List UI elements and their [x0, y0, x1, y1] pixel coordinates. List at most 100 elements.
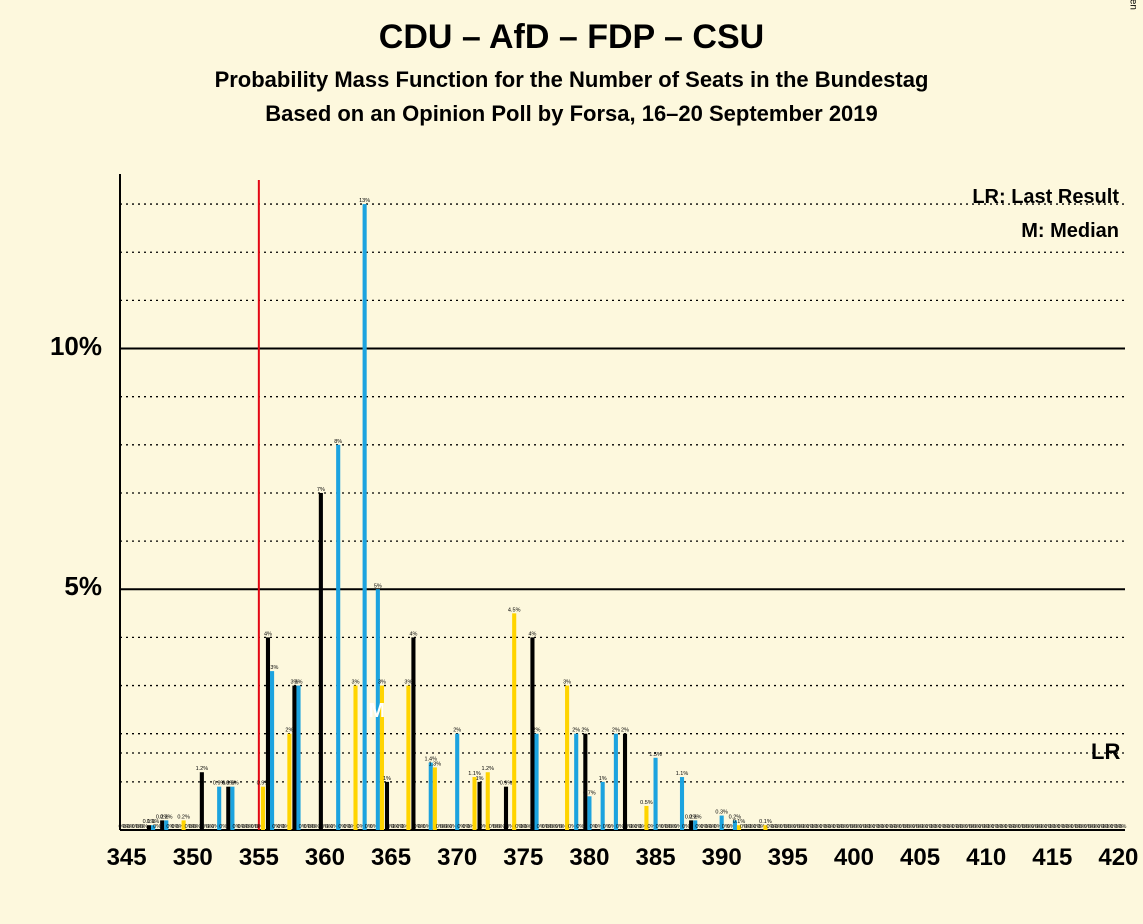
bar-value-label: 2%: [533, 728, 541, 734]
bar-blue: [574, 734, 578, 830]
bar-black: [160, 820, 164, 830]
bar-blue: [336, 445, 340, 830]
bar-black: [200, 772, 204, 830]
bar-value-label: 3%: [404, 680, 412, 686]
bar-black: [385, 782, 389, 830]
bar-value-label: 7%: [317, 487, 325, 493]
bar-value-label: 2%: [285, 728, 293, 734]
bar-value-label: 3.3%: [266, 665, 279, 671]
bar-value-label: 3%: [295, 680, 303, 686]
bar-value-label: 0%: [312, 824, 320, 830]
bar-value-label: 2%: [572, 728, 580, 734]
bar-black: [292, 686, 296, 830]
bar-yellow: [486, 772, 490, 830]
bar-value-label: 0.9%: [226, 781, 239, 787]
bar-blue: [296, 686, 300, 830]
y-tick-label: 10%: [0, 331, 102, 362]
x-tick-label: 390: [702, 844, 742, 872]
bar-value-label: 0%: [576, 824, 584, 830]
bar-value-label: 0.2%: [160, 814, 173, 820]
x-tick-label: 395: [768, 844, 808, 872]
bar-black: [319, 493, 323, 830]
bar-value-label: 4%: [409, 631, 417, 637]
bar-black: [411, 637, 415, 830]
x-tick-label: 365: [371, 844, 411, 872]
x-tick-label: 370: [437, 844, 477, 872]
bar-value-label: 1.1%: [676, 771, 689, 777]
x-tick-label: 355: [239, 844, 279, 872]
bar-yellow: [433, 767, 437, 830]
bar-value-label: 0.2%: [689, 814, 702, 820]
bar-yellow: [406, 686, 410, 830]
bar-value-label: 1%: [476, 776, 484, 782]
bar-value-label: 0.5%: [640, 800, 653, 806]
x-tick-label: 360: [305, 844, 345, 872]
x-tick-label: 420: [1098, 844, 1138, 872]
bar-value-label: 4%: [528, 631, 536, 637]
bar-blue: [601, 782, 605, 830]
bar-blue: [455, 734, 459, 830]
bar-value-label: 1.3%: [429, 761, 442, 767]
bar-value-label: 2%: [621, 728, 629, 734]
x-tick-label: 410: [966, 844, 1006, 872]
bar-value-label: 0.7%: [583, 790, 596, 796]
x-tick-label: 405: [900, 844, 940, 872]
bar-black: [147, 825, 151, 830]
bar-value-label: 1%: [599, 776, 607, 782]
bar-blue: [363, 204, 367, 830]
bar-value-label: 2%: [612, 728, 620, 734]
bar-value-label: 3%: [378, 680, 386, 686]
bar-value-label: 3%: [563, 680, 571, 686]
bar-value-label: 0%: [1119, 824, 1127, 830]
bar-value-label: 0%: [219, 824, 227, 830]
x-tick-label: 380: [569, 844, 609, 872]
bar-value-label: 1.2%: [196, 766, 209, 772]
median-marker: M: [369, 700, 386, 722]
bar-black: [623, 734, 627, 830]
bar-yellow: [512, 613, 516, 830]
bar-value-label: 0.9%: [500, 781, 513, 787]
bar-value-label: 0.2%: [177, 814, 190, 820]
chart-svg: 0%0%0%0%0%0%0.1%0.1%0%0.2%0.2%0%0%0%0.2%…: [0, 0, 1143, 924]
legend-median: M: Median: [0, 220, 1119, 243]
bar-blue: [680, 777, 684, 830]
bar-value-label: 1%: [383, 776, 391, 782]
bar-value-label: 0%: [153, 824, 161, 830]
bar-value-label: 3%: [352, 680, 360, 686]
bar-black: [583, 734, 587, 830]
bar-value-label: 0%: [682, 824, 690, 830]
bar-value-label: 2%: [581, 728, 589, 734]
bar-yellow: [261, 787, 265, 830]
bar-value-label: 1.2%: [481, 766, 494, 772]
bar-blue: [429, 763, 433, 830]
bar-blue: [614, 734, 618, 830]
bar-yellow: [287, 734, 291, 830]
bar-value-label: 4.5%: [508, 607, 521, 613]
x-tick-label: 345: [107, 844, 147, 872]
bar-value-label: 1.5%: [649, 752, 662, 758]
bar-blue: [534, 734, 538, 830]
bar-value-label: 2%: [453, 728, 461, 734]
bar-black: [689, 820, 693, 830]
bar-value-label: 5%: [374, 583, 382, 589]
bar-value-label: 8%: [334, 439, 342, 445]
x-tick-label: 385: [636, 844, 676, 872]
lr-axis-label: LR: [1091, 739, 1120, 765]
bar-yellow: [353, 686, 357, 830]
bar-value-label: 0%: [523, 824, 531, 830]
bar-black: [226, 787, 230, 830]
bar-value-label: 4%: [264, 631, 272, 637]
x-tick-label: 350: [173, 844, 213, 872]
x-tick-label: 415: [1032, 844, 1072, 872]
legend-lr: LR: Last Result: [0, 186, 1119, 209]
chart-container: CDU – AfD – FDP – CSU Probability Mass F…: [0, 0, 1143, 924]
bar-value-label: 0%: [497, 824, 505, 830]
x-tick-label: 400: [834, 844, 874, 872]
bar-blue: [270, 671, 274, 830]
bar-black: [478, 782, 482, 830]
bar-value-label: 0.3%: [715, 810, 728, 816]
bar-value-label: 0%: [616, 824, 624, 830]
y-tick-label: 5%: [0, 571, 102, 602]
bar-yellow: [565, 686, 569, 830]
x-tick-label: 375: [503, 844, 543, 872]
